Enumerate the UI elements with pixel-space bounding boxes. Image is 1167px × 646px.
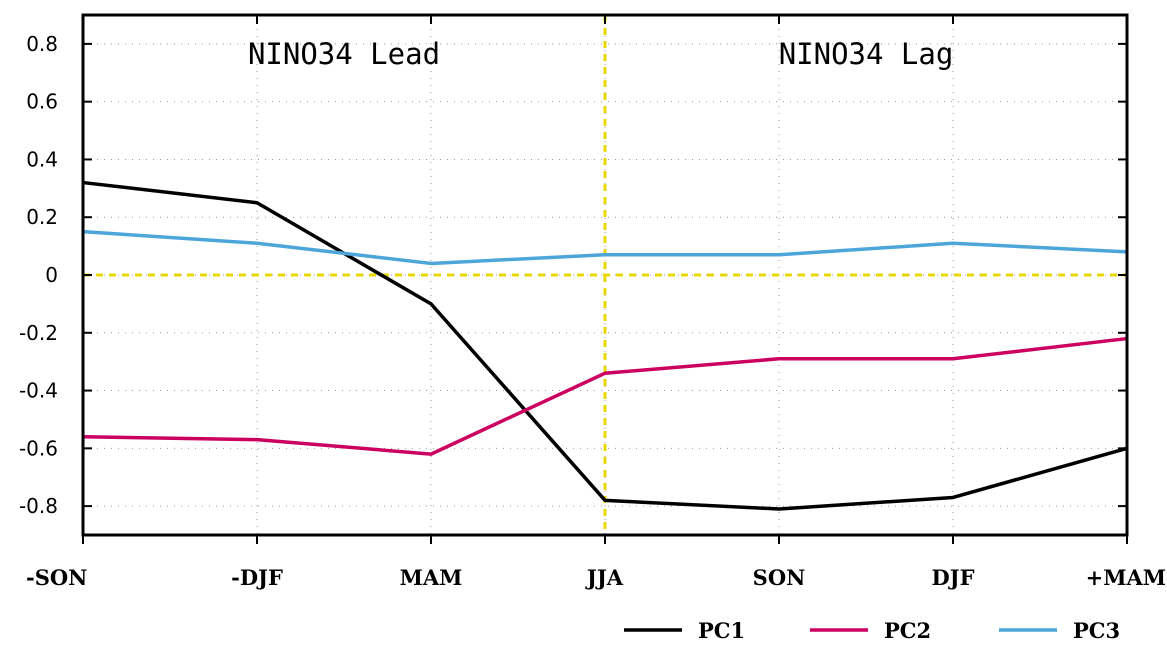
x-tick-label: -DJF xyxy=(231,565,283,590)
x-tick-label: JJA xyxy=(585,565,624,590)
y-tick-label: 0.4 xyxy=(26,147,58,171)
y-tick-label: -0.4 xyxy=(19,379,58,403)
y-tick-label: 0 xyxy=(45,263,58,287)
x-tick-labels: -SON -DJF MAM JJA SON DJF +MAM xyxy=(26,565,1166,590)
series-lines xyxy=(82,180,1128,511)
annotation-lead: NINO34 Lead xyxy=(248,37,440,71)
series-line-pc2 xyxy=(82,336,1128,456)
legend-label-pc3: PC3 xyxy=(1073,618,1120,643)
reference-lines xyxy=(83,15,1127,535)
x-tick-label: SON xyxy=(753,565,806,590)
legend-label-pc2: PC2 xyxy=(884,618,931,643)
legend: PC1 PC2 PC3 xyxy=(624,618,1120,643)
x-tick-label: MAM xyxy=(400,565,463,590)
y-tick-label: -0.6 xyxy=(19,436,58,460)
legend-label-pc1: PC1 xyxy=(698,618,745,643)
y-tick-label: -0.8 xyxy=(19,494,58,518)
y-tick-label: 0.8 xyxy=(26,32,58,56)
x-tick-label: -SON xyxy=(26,565,87,590)
y-tick-label: 0.2 xyxy=(26,205,58,229)
x-tick-label: +MAM xyxy=(1086,565,1166,590)
series-line-pc1 xyxy=(82,180,1128,511)
axis-ticks xyxy=(82,15,1128,544)
annotation-lag: NINO34 Lag xyxy=(779,37,954,71)
y-tick-labels: -0.8 -0.6 -0.4 -0.2 0 0.2 0.4 0.6 0.8 xyxy=(19,32,58,518)
y-tick-label: -0.2 xyxy=(19,321,58,345)
y-tick-label: 0.6 xyxy=(26,90,58,114)
x-tick-label: DJF xyxy=(931,565,974,590)
series-line-pc3 xyxy=(82,229,1128,266)
